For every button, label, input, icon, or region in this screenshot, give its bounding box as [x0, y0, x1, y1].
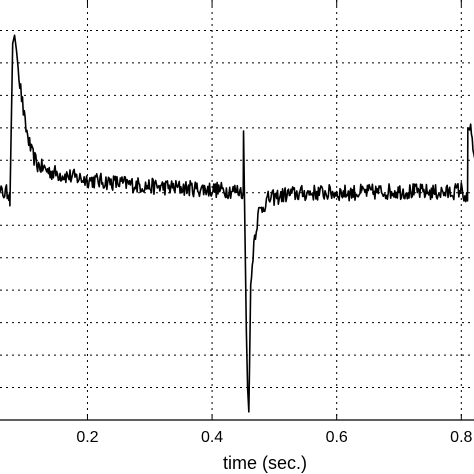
- gridlines: [0, 0, 474, 420]
- x-tick-label-0: 0.2: [76, 429, 98, 446]
- x-tick-label-1: 0.4: [201, 429, 223, 446]
- tick-labels: 0.2 0.4 0.6 0.8: [76, 429, 472, 446]
- x-axis-label: time (sec.): [223, 453, 307, 473]
- x-tick-label-2: 0.6: [326, 429, 348, 446]
- x-tick-label-3: 0.8: [450, 429, 472, 446]
- axes: [0, 0, 474, 421]
- series-line-0: [0, 34, 474, 413]
- plot-area: [0, 34, 474, 413]
